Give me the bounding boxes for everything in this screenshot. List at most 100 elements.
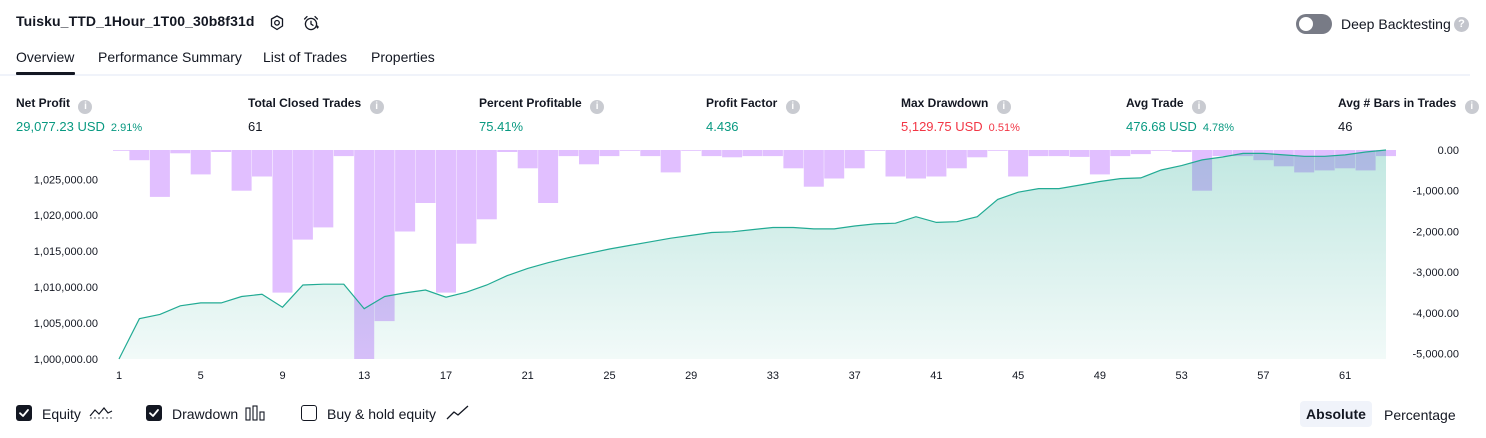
drawdown-bar (231, 150, 252, 191)
x-tick-label: 29 (685, 370, 697, 382)
drawdown-bar (129, 150, 150, 161)
drawdown-bar (1008, 150, 1029, 177)
x-tick-label: 5 (198, 370, 204, 382)
drawdown-bar (865, 150, 886, 151)
percentage-button[interactable]: Percentage (1384, 407, 1456, 423)
equity-label[interactable]: Equity (42, 406, 81, 422)
drawdown-bar (538, 150, 559, 203)
drawdown-bar (803, 150, 824, 187)
drawdown-bar (1151, 150, 1172, 151)
info-icon[interactable]: i (78, 100, 93, 114)
settings-icon[interactable] (268, 14, 286, 32)
metric-max-drawdown: Max Drawdown i 5,129.75 USD 0.51% (901, 94, 1020, 136)
info-icon[interactable]: i (785, 100, 800, 114)
drawdown-bar (762, 150, 783, 157)
drawdown-bar (640, 150, 661, 157)
tab-overview[interactable]: Overview (16, 49, 75, 65)
drawdown-bar (722, 150, 743, 158)
drawdown-bar (906, 150, 926, 179)
x-tick-label: 49 (1094, 370, 1106, 382)
metric-label: Profit Factor (706, 96, 778, 110)
drawdown-bar (579, 150, 599, 165)
y-left-tick-label: 1,000,000.00 (34, 354, 98, 366)
drawdown-bar (742, 150, 763, 157)
metric-label: Percent Profitable (479, 96, 582, 110)
x-tick-label: 9 (279, 370, 285, 382)
equity-drawdown-chart[interactable]: 1,000,000.00 1,005,000.00 1,010,000.00 1,01… (0, 140, 1486, 395)
metric-total-closed-trades: Total Closed Trades i 61 (248, 94, 384, 136)
metric-value: 476.68 USD (1126, 119, 1197, 134)
line-chart-icon (446, 404, 470, 427)
deep-backtesting-toggle[interactable] (1296, 14, 1332, 34)
metric-percent-profitable: Percent Profitable i 75.41% (479, 94, 605, 136)
drawdown-label[interactable]: Drawdown (172, 406, 239, 422)
metric-net-profit: Net Profit i 29,077.23 USD 2.91% (16, 94, 142, 136)
y-right-tick-label: -5,000.00 (1413, 349, 1459, 361)
drawdown-bar (476, 150, 497, 220)
x-tick-label: 21 (522, 370, 534, 382)
drawdown-bar (1171, 150, 1192, 152)
info-icon[interactable]: i (1464, 100, 1479, 114)
tab-performance-summary[interactable]: Performance Summary (98, 49, 242, 65)
metric-label: Total Closed Trades (248, 96, 362, 110)
drawdown-bar (1069, 150, 1090, 157)
drawdown-bar (660, 150, 681, 173)
drawdown-bar (619, 150, 640, 151)
deep-backtesting-label: Deep Backtesting (1341, 16, 1451, 32)
drawdown-bar (987, 150, 1008, 151)
y-right-tick-label: -1,000.00 (1413, 186, 1459, 198)
metric-label: Max Drawdown (901, 96, 989, 110)
drawdown-bar (1130, 150, 1151, 155)
y-left-tick-label: 1,025,000.00 (34, 174, 98, 186)
metric-value: 5,129.75 USD (901, 119, 983, 134)
buy-hold-label[interactable]: Buy & hold equity (327, 406, 436, 422)
drawdown-bar (436, 150, 456, 293)
drawdown-bar (211, 150, 232, 152)
drawdown-checkbox[interactable] (146, 405, 162, 421)
drawdown-bar (149, 150, 170, 197)
alarm-clock-icon[interactable] (302, 14, 320, 32)
drawdown-bar (701, 150, 722, 157)
metric-profit-factor: Profit Factor i 4.436 (706, 94, 800, 136)
info-icon[interactable]: i (996, 100, 1011, 114)
equity-checkbox[interactable] (16, 405, 32, 421)
metric-percent: 2.91% (110, 122, 143, 134)
info-icon[interactable]: i (369, 100, 384, 114)
drawdown-bar (844, 150, 865, 169)
drawdown-bar (497, 150, 518, 152)
info-icon[interactable]: i (590, 100, 605, 114)
drawdown-bar (252, 150, 272, 177)
tab-list-of-trades[interactable]: List of Trades (263, 49, 348, 65)
info-icon[interactable]: i (1192, 100, 1207, 114)
drawdown-bar (946, 150, 967, 169)
y-axis-left: 1,000,000.00 1,005,000.00 1,010,000.00 1,01… (34, 174, 98, 366)
drawdown-bar (1212, 150, 1233, 157)
drawdown-bar (374, 150, 395, 322)
y-right-tick-label: 0.00 (1438, 145, 1459, 157)
metric-avg-bars-in-trades: Avg # Bars in Trades i 46 (1338, 94, 1479, 136)
drawdown-bar (313, 150, 334, 228)
drawdown-bar (456, 150, 477, 244)
x-tick-label: 1 (116, 370, 122, 382)
metric-value: 75.41% (479, 119, 524, 134)
metric-percent: 0.51% (988, 122, 1020, 134)
x-tick-label: 33 (767, 370, 779, 382)
x-tick-label: 45 (1012, 370, 1024, 382)
buy-hold-checkbox[interactable] (301, 405, 317, 421)
x-tick-label: 53 (1175, 370, 1187, 382)
drawdown-bar (113, 150, 133, 151)
equity-area (118, 149, 1387, 360)
tab-properties[interactable]: Properties (371, 49, 435, 65)
help-icon[interactable]: ? (1454, 17, 1469, 32)
y-left-tick-label: 1,015,000.00 (34, 246, 98, 258)
drawdown-bar (681, 150, 702, 151)
drawdown-bar (783, 150, 804, 169)
drawdown-bars (113, 150, 1396, 359)
absolute-button[interactable]: Absolute (1300, 401, 1372, 427)
strategy-title: Tuisku_TTD_1Hour_1T00_30b8f31d (16, 13, 255, 29)
drawdown-bar (1049, 150, 1069, 157)
bar-chart-icon (245, 405, 267, 428)
y-axis-right: 0.00 -1,000.00 -2,000.00 -3,000.00 -4,000.00… (1413, 145, 1459, 361)
drawdown-bar (517, 150, 538, 169)
y-left-tick-label: 1,010,000.00 (34, 282, 98, 294)
